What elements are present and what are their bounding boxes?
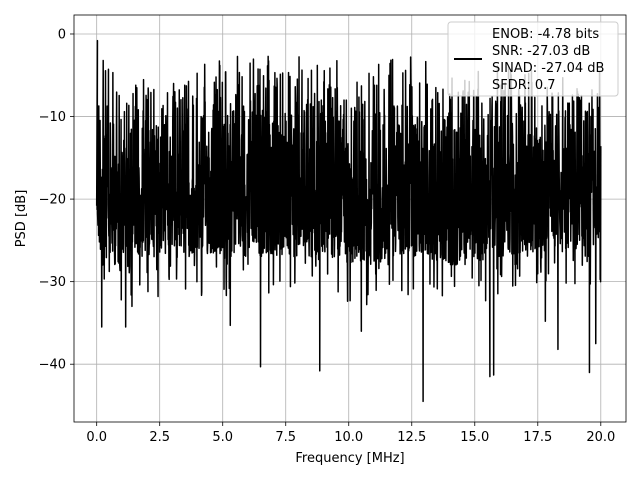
x-axis-label: Frequency [MHz]	[295, 451, 404, 466]
x-tick-label: 5.0	[212, 430, 233, 445]
y-tick-label: 0	[58, 27, 66, 42]
legend-entry-snr: SNR: -27.03 dB	[492, 44, 590, 59]
x-tick-label: 12.5	[397, 430, 426, 445]
y-tick-label: −10	[39, 110, 66, 125]
series-psd	[95, 39, 602, 403]
y-axis-label: PSD [dB]	[14, 190, 29, 248]
x-tick-label: 17.5	[523, 430, 552, 445]
legend-box	[447, 21, 619, 97]
y-tick-label: −30	[39, 275, 66, 290]
x-tick-label: 2.5	[149, 430, 170, 445]
y-tick-label: −40	[39, 358, 66, 373]
legend-entry-sinad: SINAD: -27.04 dB	[492, 61, 604, 76]
y-tick-label: −20	[39, 193, 66, 208]
legend: ENOB: -4.78 bits SNR: -27.03 dB SINAD: -…	[447, 21, 619, 97]
legend-entry-sfdr: SFDR: 0.7	[492, 78, 556, 93]
x-tick-label: 15.0	[460, 430, 489, 445]
y-axis: 0 −10 −20 −30 −40	[39, 27, 74, 373]
x-axis: 0.0 2.5 5.0 7.5 10.0 12.5 15.0 17.5 20.0	[86, 422, 615, 445]
x-tick-label: 20.0	[586, 430, 615, 445]
psd-trace	[95, 39, 602, 403]
x-tick-label: 7.5	[275, 430, 296, 445]
x-tick-label: 0.0	[86, 430, 107, 445]
legend-entry-enob: ENOB: -4.78 bits	[492, 27, 599, 42]
plot-frame	[73, 14, 627, 423]
x-tick-label: 10.0	[334, 430, 363, 445]
